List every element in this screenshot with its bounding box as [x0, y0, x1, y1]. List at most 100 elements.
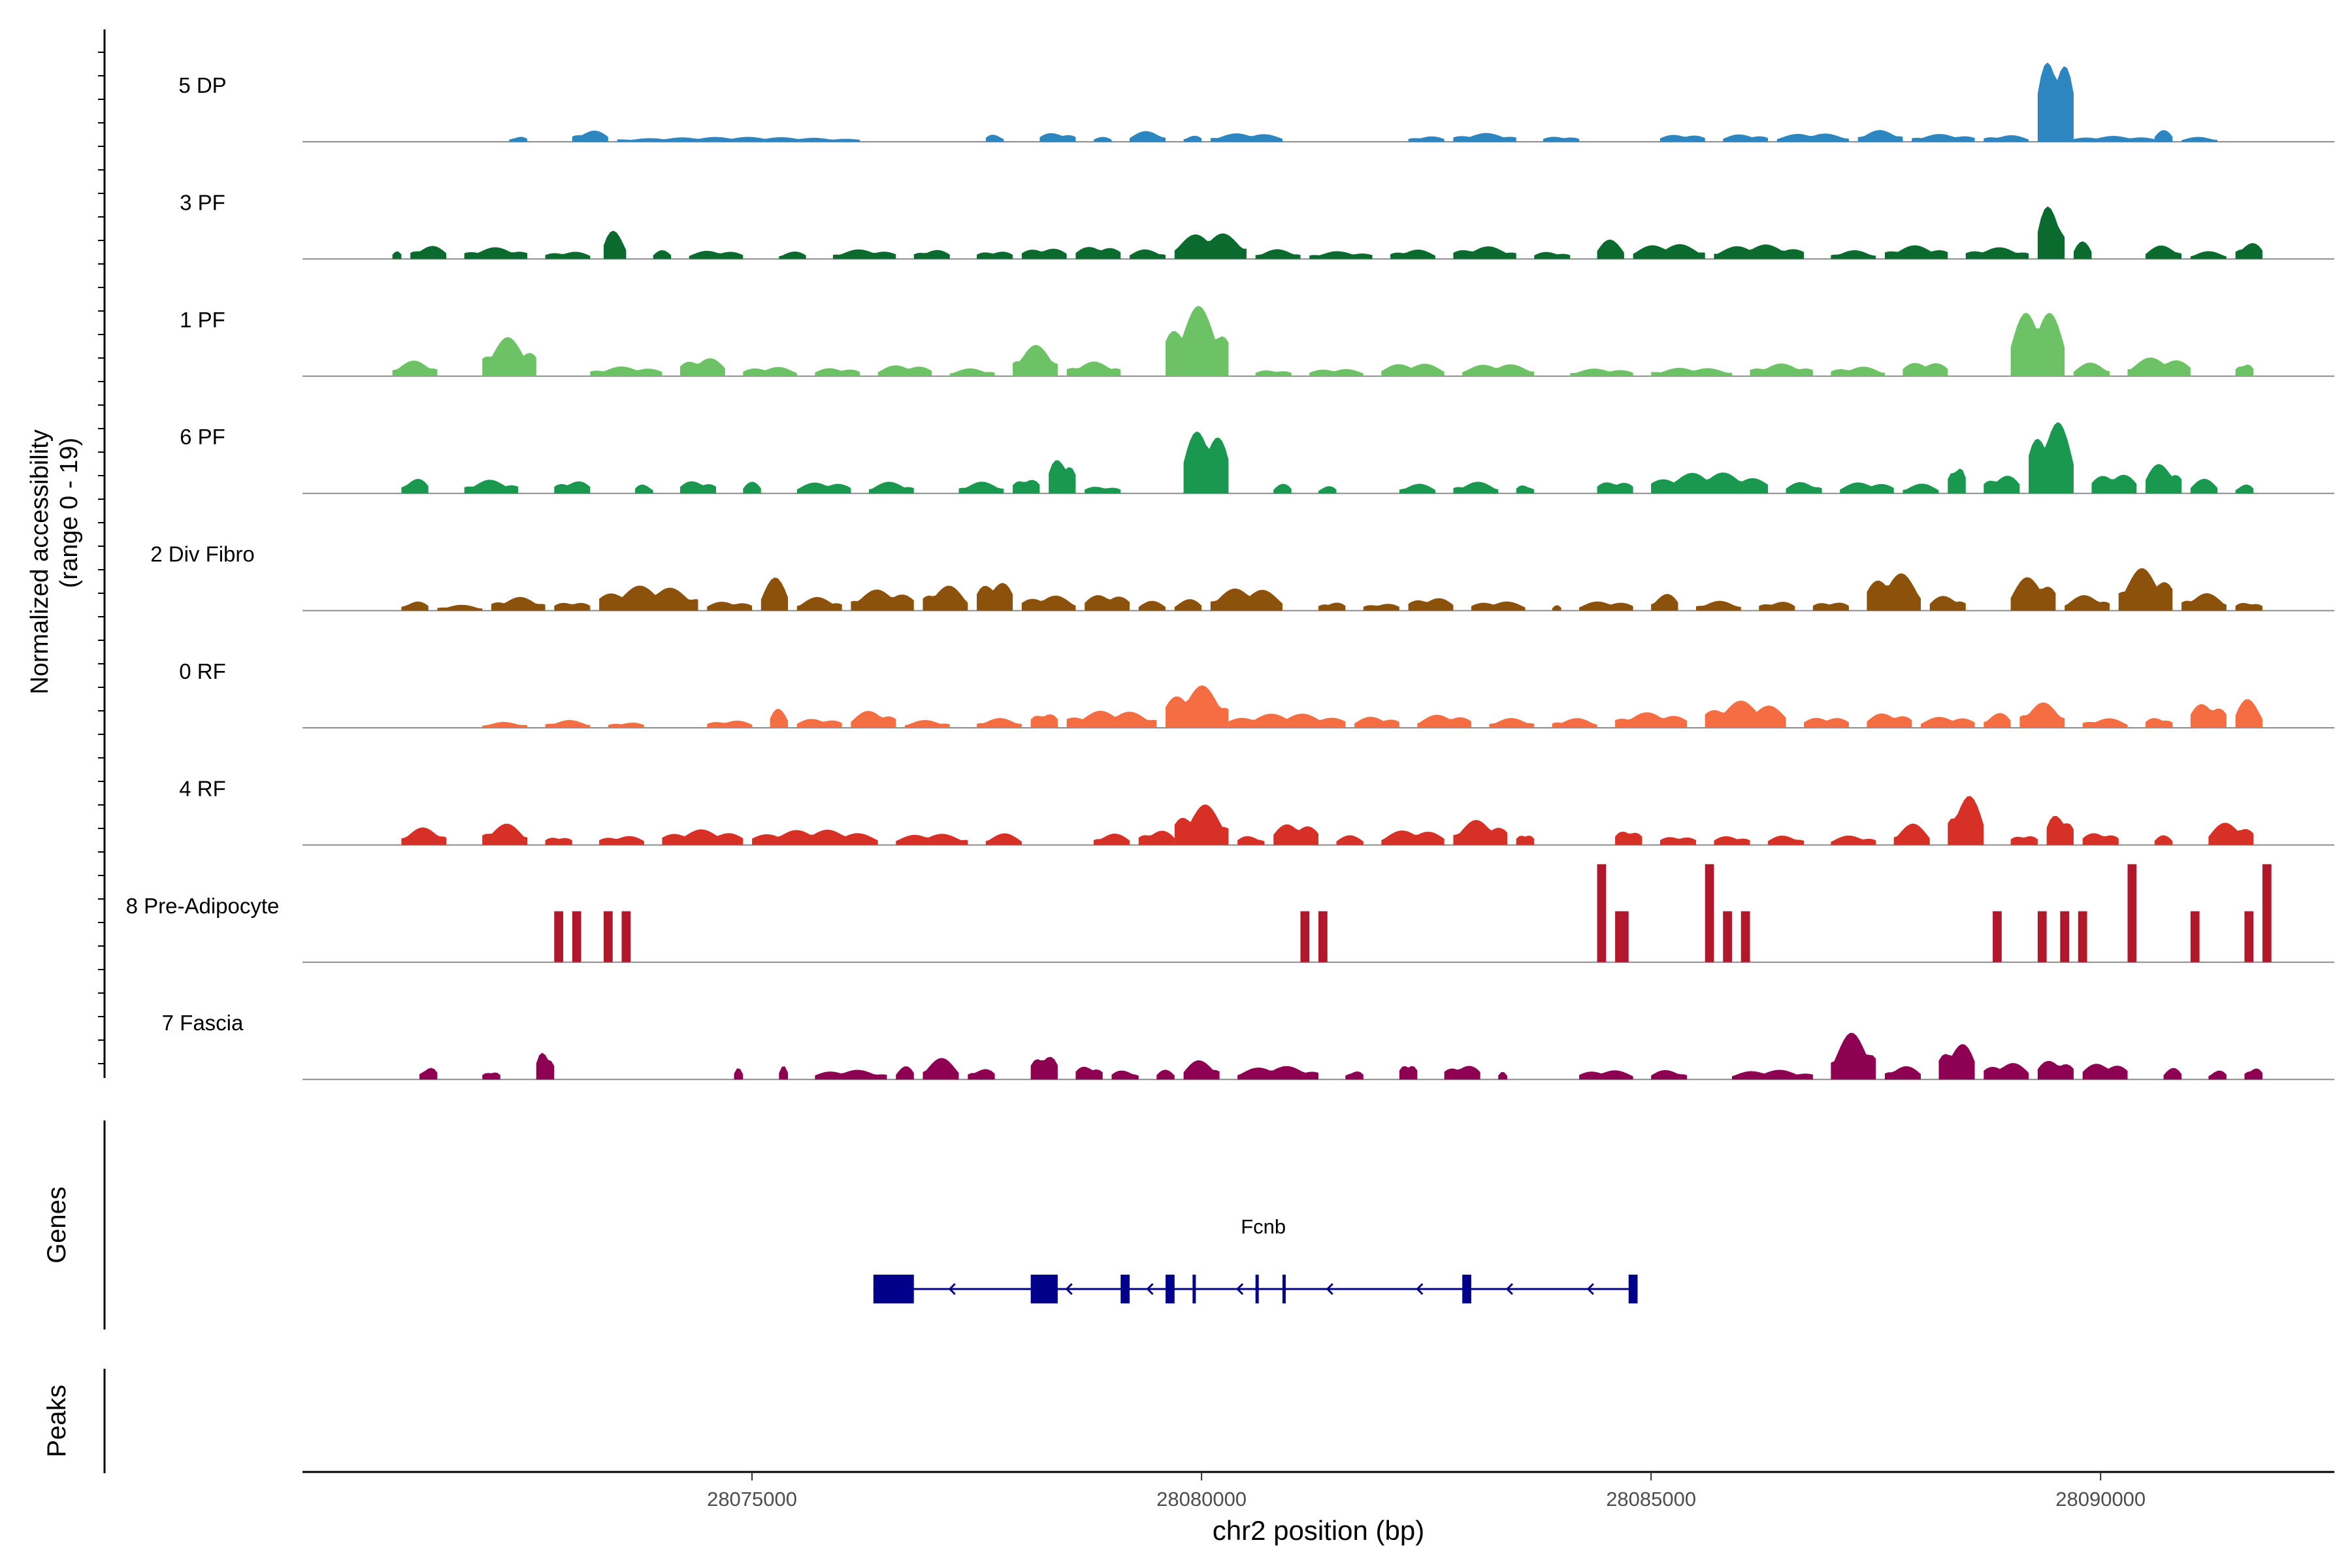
track-label: 0 RF: [179, 659, 226, 683]
coverage-peak: [608, 723, 644, 728]
coverage-peak: [977, 583, 1013, 611]
coverage-peak: [1812, 602, 1849, 611]
coverage-peak: [491, 596, 546, 611]
coverage-peak: [868, 482, 914, 494]
coverage-peak: [1615, 911, 1629, 962]
coverage-peak: [2073, 362, 2110, 376]
coverage-peak: [482, 1072, 500, 1080]
coverage-peak: [832, 249, 896, 259]
gene-exon: [1255, 1275, 1259, 1303]
coverage-peak: [1363, 604, 1399, 611]
coverage-peak: [1893, 823, 1930, 845]
coverage-peak: [2037, 1060, 2074, 1080]
track-label: 1 PF: [180, 308, 225, 332]
coverage-peak: [1948, 796, 1984, 845]
coverage-peak: [1345, 1071, 1364, 1080]
coverage-peak: [734, 1068, 743, 1080]
coverage-peak: [1237, 1066, 1318, 1080]
gene-exon: [873, 1275, 914, 1303]
coverage-peak: [815, 1070, 887, 1080]
y-axis-label-line1: Normalized accessibility: [26, 429, 54, 694]
coverage-peak: [1831, 250, 1876, 259]
coverage-peak: [977, 718, 1022, 728]
coverage-peak: [1993, 911, 2002, 962]
coverage-peak: [1948, 468, 1966, 494]
track-1-pf: 1 PF: [180, 305, 2334, 377]
coverage-peak: [689, 250, 743, 259]
coverage-peak: [1912, 134, 1975, 142]
coverage-peak: [1156, 1070, 1175, 1080]
coverage-peak: [1884, 245, 1948, 259]
coverage-peak: [1166, 305, 1229, 376]
coverage-peak: [896, 1066, 914, 1080]
coverage-peak: [554, 911, 564, 962]
coverage-peak: [1498, 1071, 1507, 1080]
coverage-peak: [1183, 1060, 1220, 1080]
coverage-peak: [1085, 487, 1121, 494]
coverage-peak: [2037, 911, 2047, 962]
coverage-peak: [1273, 483, 1292, 494]
coverage-peak: [1453, 246, 1516, 259]
coverage-peak: [770, 708, 789, 728]
genes-panel: Fcnb: [873, 1215, 1638, 1303]
coverage-peak: [1857, 130, 1903, 142]
coverage-peak: [1183, 135, 1202, 142]
coverage-peak: [1030, 714, 1058, 728]
coverage-peak: [1615, 712, 1688, 728]
coverage-peak: [401, 478, 429, 494]
coverage-peak: [1075, 1066, 1103, 1080]
coverage-peak: [2073, 241, 2092, 259]
coverage-peak: [1759, 602, 1795, 611]
coverage-peak: [1597, 239, 1624, 259]
coverage-peak: [1237, 836, 1265, 845]
coverage-peak: [2190, 704, 2227, 728]
coverage-peak: [1651, 367, 1733, 376]
coverage-peak: [401, 601, 429, 611]
coverage-peak: [2127, 357, 2191, 376]
coverage-peak: [2208, 823, 2254, 845]
coverage-peak: [1929, 596, 1966, 611]
coverage-peak: [1651, 594, 1678, 611]
coverage-peak: [545, 720, 591, 728]
coverage-peak: [1579, 1070, 1633, 1080]
strand-arrow: [948, 1282, 956, 1296]
coverage-peak: [464, 247, 528, 259]
coverage-peak: [1093, 137, 1112, 142]
track-8-pre-adipocyte: 8 Pre-Adipocyte: [126, 864, 2334, 963]
coverage-peak: [904, 720, 950, 728]
coverage-peak: [554, 602, 591, 611]
coverage-peak: [635, 484, 653, 494]
coverage-peak: [2010, 577, 2056, 611]
coverage-peak: [482, 722, 528, 728]
coverage-peak: [603, 911, 613, 962]
coverage-peak: [545, 838, 572, 845]
track-label: 2 Div Fibro: [150, 542, 255, 566]
coverage-peak: [410, 246, 447, 259]
coverage-peak: [590, 367, 662, 376]
coverage-peak: [923, 585, 968, 611]
gene-exon: [1192, 1275, 1196, 1303]
track-2-div-fibro: 2 Div Fibro: [150, 542, 2334, 612]
coverage-peak: [2146, 464, 2182, 494]
coverage-peak: [1111, 1070, 1139, 1080]
coverage-peak: [1705, 864, 1714, 962]
coverage-peak: [1309, 368, 1364, 376]
coverage-peak: [1399, 483, 1435, 494]
coverage-peak: [1831, 367, 1885, 376]
coverage-peak: [2235, 602, 2262, 611]
coverage-peak: [401, 827, 447, 845]
coverage-peak: [545, 252, 591, 259]
coverage-peak: [2010, 312, 2065, 376]
coverage-peak: [1695, 600, 1741, 611]
coverage-peak: [1903, 483, 1939, 494]
coverage-peak: [743, 367, 797, 376]
coverage-peak: [464, 480, 519, 494]
track-6-pf: 6 PF: [180, 422, 2334, 495]
coverage-peak: [419, 1068, 438, 1080]
coverage-peak: [1714, 836, 1750, 845]
coverage-peak: [2078, 911, 2087, 962]
coverage-peak: [1174, 804, 1229, 845]
coverage-peak: [2244, 911, 2254, 962]
coverage-peak: [1453, 820, 1507, 845]
coverage-peak: [1831, 1032, 1876, 1080]
